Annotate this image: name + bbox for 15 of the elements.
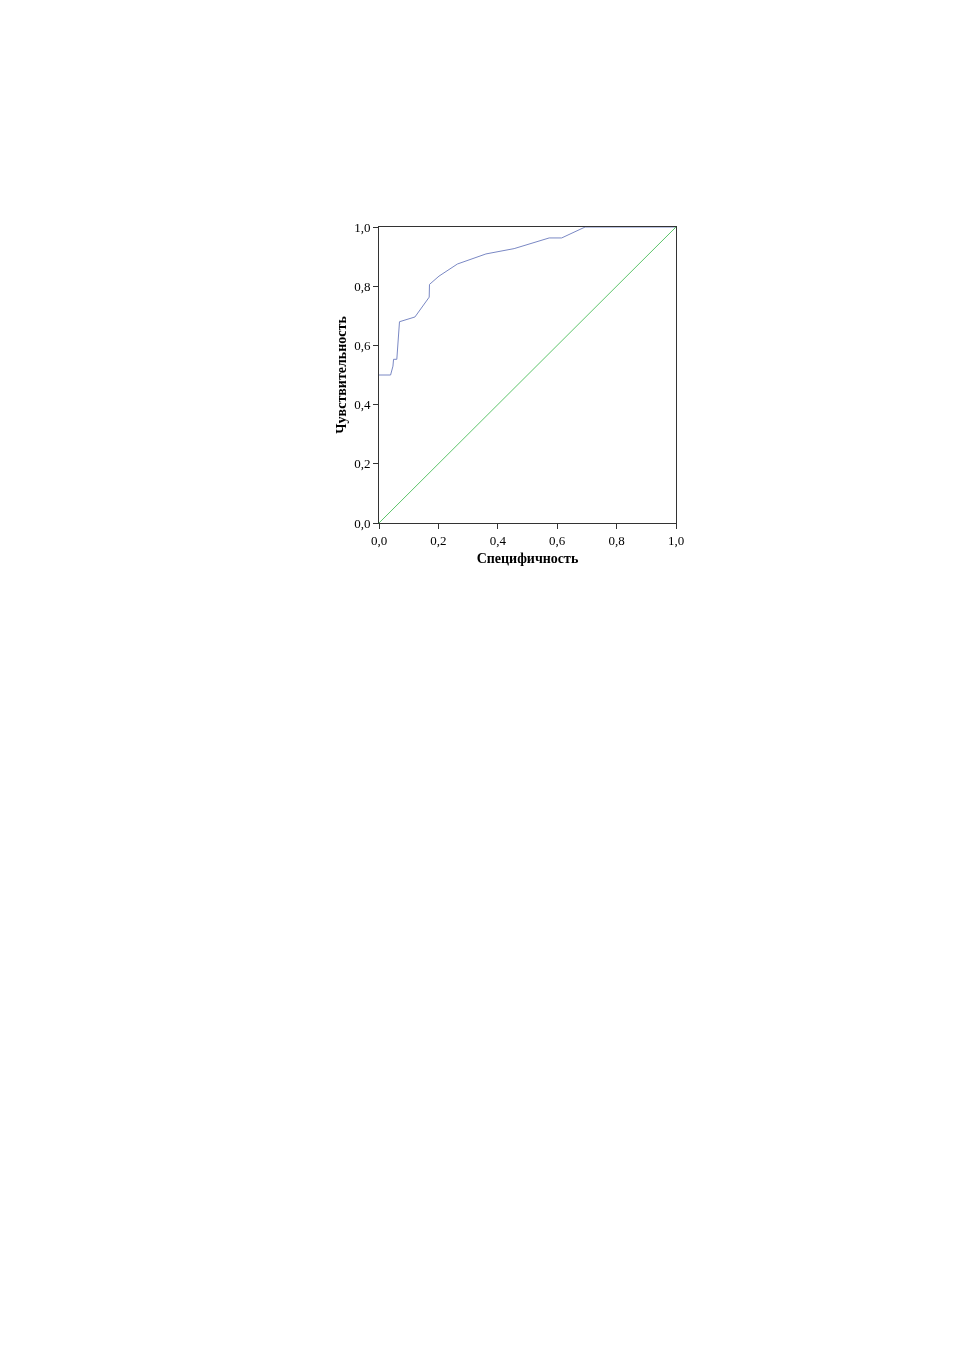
y-tick-label: 0,6	[354, 337, 371, 353]
y-tick-label: 1,0	[354, 219, 371, 235]
x-tick-label: 0,0	[370, 532, 388, 548]
x-tick-label: 0,4	[489, 532, 507, 548]
y-tick-label: 0,4	[354, 397, 371, 413]
x-axis-title: Специфичность	[476, 550, 579, 566]
y-tick-label: 0,2	[354, 456, 371, 472]
line-series	[379, 227, 676, 376]
y-tick-label: 0,8	[354, 278, 371, 294]
y-tick-label: 0,0	[354, 515, 371, 531]
y-axis-title: Чувствительность	[333, 315, 349, 434]
x-tick-label: 0,6	[549, 532, 566, 548]
x-tick-label: 0,8	[608, 532, 625, 548]
x-tick-label: 1,0	[667, 532, 685, 548]
x-tick-label: 0,2	[430, 532, 447, 548]
